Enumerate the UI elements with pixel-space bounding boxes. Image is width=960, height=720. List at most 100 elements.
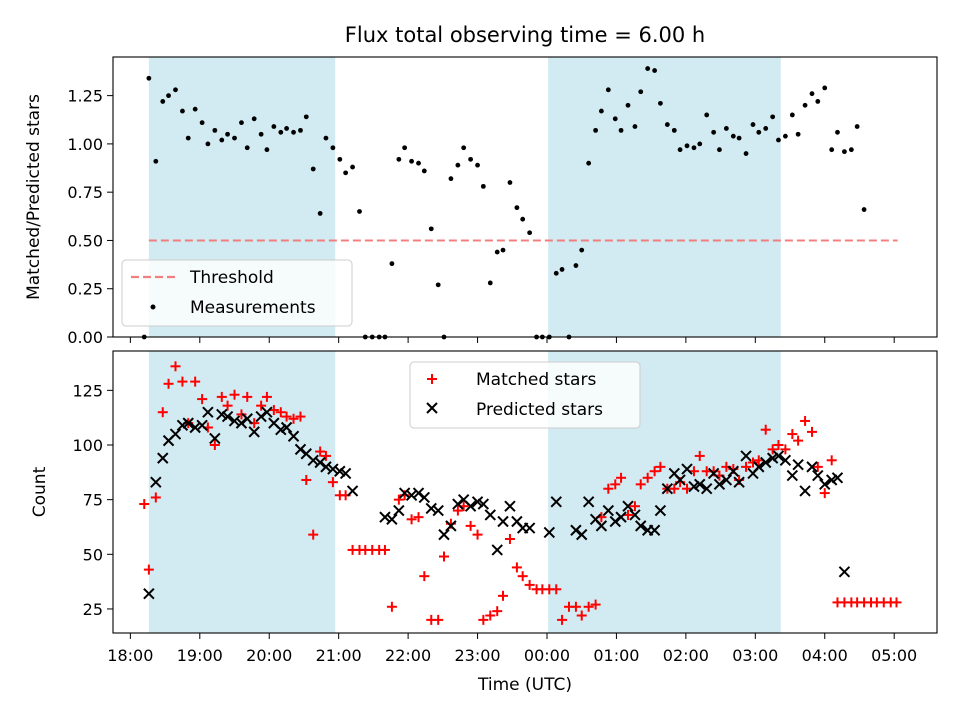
measurement-point	[323, 135, 329, 141]
measurement-point	[539, 334, 545, 340]
matched-star-point	[478, 614, 489, 625]
matched-star-point	[787, 429, 798, 440]
x-marker-b	[346, 485, 359, 497]
predicted-star-point	[196, 419, 208, 432]
bottom-legend-box	[409, 361, 641, 429]
x-marker-b	[235, 417, 248, 429]
measurement-point	[566, 334, 572, 340]
x-marker-b	[300, 448, 312, 460]
x-marker-b	[398, 487, 411, 499]
matched-star-point	[419, 571, 430, 582]
predicted-star-point	[280, 421, 293, 434]
measurement-point	[848, 147, 854, 153]
measurement-point	[579, 247, 585, 253]
x-tick-label: 01:00	[593, 646, 639, 665]
x-marker-b	[497, 515, 509, 528]
measurement-point	[409, 158, 414, 164]
matched-star-point	[492, 606, 503, 617]
measurement-point	[160, 99, 166, 104]
top-legend: Threshold Measurements	[121, 259, 353, 327]
matched-star-point	[603, 483, 614, 494]
legend-measurements-swatch	[150, 304, 156, 310]
measurement-point	[514, 205, 520, 211]
measurement-point	[789, 112, 795, 118]
x-marker-b	[307, 454, 319, 467]
predicted-star-point	[654, 504, 667, 517]
measurement-point	[612, 116, 618, 122]
matched-star-point	[623, 509, 633, 520]
legend-predicted-label: Predicted stars	[476, 400, 603, 420]
x-marker-b	[753, 461, 765, 473]
measurement-point	[357, 209, 362, 214]
measurement-point	[835, 129, 840, 135]
x-tick-label: 04:00	[802, 646, 848, 665]
predicted-star-point	[477, 498, 490, 510]
matched-star-point	[800, 415, 811, 426]
x-marker-b	[412, 487, 425, 499]
x-marker-b	[216, 408, 228, 421]
measurement-point	[593, 127, 598, 133]
matched-star-point	[157, 407, 168, 418]
measurement-point	[310, 166, 316, 172]
matched-star-point	[524, 579, 535, 590]
matched-star-point	[139, 499, 150, 510]
matched-star-point	[616, 472, 627, 483]
x-marker-b	[393, 504, 405, 517]
predicted-star-point	[772, 450, 785, 462]
x-marker-b	[209, 432, 221, 445]
measurement-point	[704, 112, 710, 118]
predicted-star-point	[241, 413, 253, 425]
matched-star-point	[610, 479, 621, 490]
matched-star-point	[629, 501, 640, 512]
matched-star-point	[472, 529, 483, 540]
legend-threshold-label: Threshold	[189, 268, 274, 288]
measurement-point	[573, 263, 579, 268]
measurement-point	[480, 183, 486, 189]
predicted-star-point	[209, 432, 221, 445]
measurement-point	[232, 135, 237, 141]
measurement-point	[239, 120, 244, 126]
x-marker-b	[484, 509, 496, 521]
chart-title: Flux total observing time = 6.00 h	[345, 23, 705, 47]
measurement-point	[658, 100, 663, 106]
predicted-star-point	[806, 461, 818, 473]
x-marker-b	[694, 478, 706, 491]
x-tick-label: 03:00	[732, 646, 778, 665]
matched-star-point	[642, 472, 653, 483]
matched-star-point	[379, 544, 390, 555]
top-shaded-interval-2	[548, 57, 781, 337]
measurement-point	[815, 99, 821, 104]
measurement-point	[271, 124, 277, 129]
matched-star-point	[268, 405, 279, 416]
matched-star-point	[222, 400, 233, 411]
predicted-star-point	[635, 520, 647, 532]
predicted-star-point	[412, 487, 425, 499]
matched-star-point	[320, 450, 331, 461]
x-marker-b	[786, 469, 799, 482]
measurement-point	[598, 108, 604, 114]
matched-star-point	[655, 461, 666, 472]
measurement-point	[219, 137, 225, 143]
measurement-point	[330, 145, 336, 151]
x-tick-label: 02:00	[663, 646, 709, 665]
measurement-point	[861, 207, 867, 212]
x-marker-b	[255, 410, 267, 423]
matched-star-point	[694, 450, 705, 461]
measurement-point	[546, 334, 552, 340]
predicted-star-point	[452, 498, 464, 510]
predicted-star-point	[576, 528, 588, 541]
matched-star-point	[688, 466, 699, 477]
predicted-star-point	[484, 509, 496, 521]
measurement-point	[284, 126, 289, 131]
x-marker-b	[425, 502, 437, 515]
matched-star-point	[793, 435, 804, 446]
measurement-point	[730, 133, 736, 139]
measurement-point	[225, 131, 230, 137]
matched-star-point	[406, 514, 417, 525]
x-marker-b	[707, 467, 720, 480]
matched-star-point	[281, 411, 292, 422]
matched-star-point	[551, 584, 562, 595]
top-y-tick-label: 0.25	[67, 280, 103, 299]
matched-star-point	[301, 474, 312, 485]
predicted-star-point	[609, 515, 621, 528]
